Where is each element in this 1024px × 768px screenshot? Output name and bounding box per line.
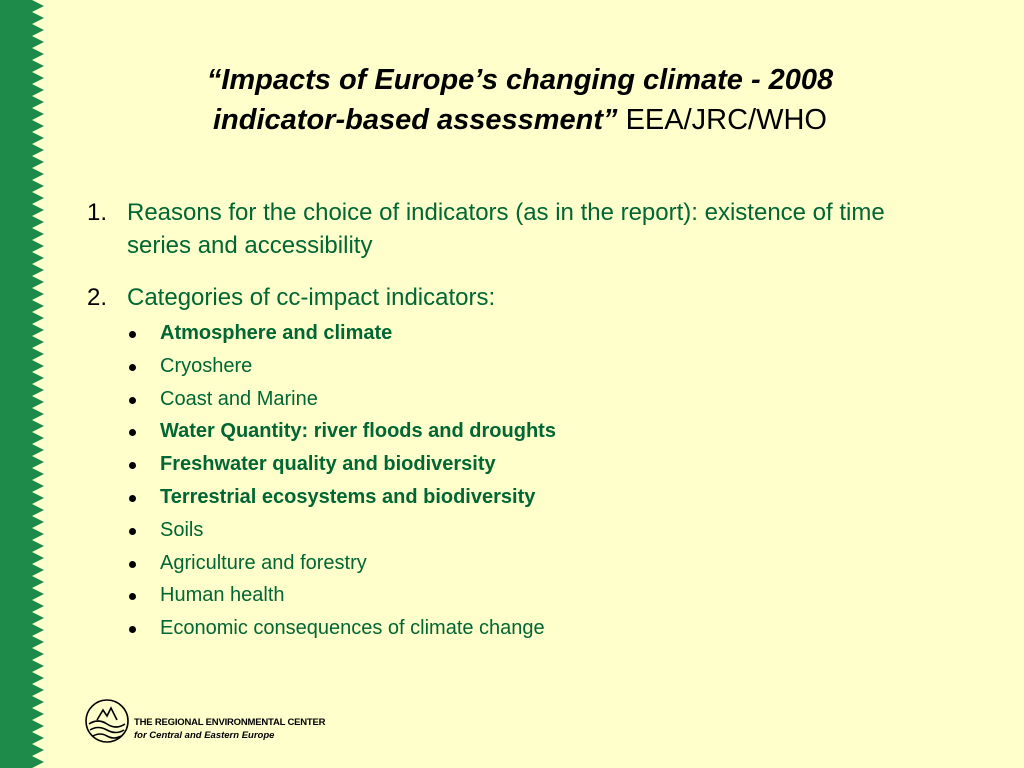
bullet-dot-icon <box>129 593 136 601</box>
item-text: Reasons for the choice of indicators (as… <box>127 199 885 259</box>
zigzag-border-decoration <box>0 0 44 768</box>
category-label: Water Quantity: river floods and drought… <box>160 420 556 443</box>
title-quote-open: “ <box>206 64 222 96</box>
bullet-dot-icon <box>129 331 136 338</box>
category-label: Agriculture and forestry <box>160 551 367 574</box>
category-item: Economic consequences of climate change <box>126 612 556 645</box>
category-item: Cryoshere <box>126 350 556 383</box>
numbered-item-1: 1. Reasons for the choice of indicators … <box>87 196 947 262</box>
bullet-dot-icon <box>129 363 136 371</box>
item-text: Categories of cc-impact indicators: <box>127 284 496 311</box>
rec-logo-icon <box>85 699 129 743</box>
slide-title: “Impacts of Europe’s changing climate - … <box>100 60 940 140</box>
category-label: Terrestrial ecosystems and biodiversity <box>160 485 536 508</box>
bullet-dot-icon <box>129 429 136 437</box>
item-number: 1. <box>87 199 108 226</box>
category-label: Human health <box>160 584 285 607</box>
bullet-dot-icon <box>129 527 136 535</box>
category-label: Cryoshere <box>160 354 253 377</box>
logo-name: THE REGIONAL ENVIRONMENTAL CENTER <box>134 717 326 728</box>
numbered-item-2: 2. Categories of cc-impact indicators: <box>87 281 947 314</box>
category-item: Human health <box>126 579 556 612</box>
title-authors: EEA/JRC/WHO <box>617 104 827 136</box>
category-item: Water Quantity: river floods and drought… <box>126 415 556 448</box>
bullet-dot-icon <box>129 626 136 634</box>
category-item: Freshwater quality and biodiversity <box>126 448 556 481</box>
category-item: Agriculture and forestry <box>126 547 556 580</box>
bullet-dot-icon <box>129 494 136 502</box>
bullet-dot-icon <box>129 396 136 404</box>
category-item: Soils <box>126 514 556 547</box>
title-italic-line2: indicator-based assessment” <box>212 104 618 136</box>
title-italic-line1: Impacts of Europe’s changing climate - 2… <box>221 64 834 96</box>
category-label: Freshwater quality and biodiversity <box>160 453 496 476</box>
bullet-dot-icon <box>129 462 136 470</box>
category-label: Coast and Marine <box>160 387 318 410</box>
category-list: Atmosphere and climate Cryoshere Coast and… <box>126 317 556 645</box>
category-item: Atmosphere and climate <box>126 317 556 350</box>
category-item: Coast and Marine <box>126 383 556 416</box>
item-number: 2. <box>87 284 108 311</box>
bullet-dot-icon <box>129 560 136 568</box>
category-label: Economic consequences of climate change <box>160 617 545 640</box>
category-label: Atmosphere and climate <box>160 322 393 344</box>
category-label: Soils <box>160 518 204 541</box>
rec-logo: THE REGIONAL ENVIRONMENTAL CENTER for Ce… <box>84 696 344 748</box>
category-item: Terrestrial ecosystems and biodiversity <box>126 481 556 514</box>
logo-subtitle: for Central and Eastern Europe <box>134 730 275 741</box>
